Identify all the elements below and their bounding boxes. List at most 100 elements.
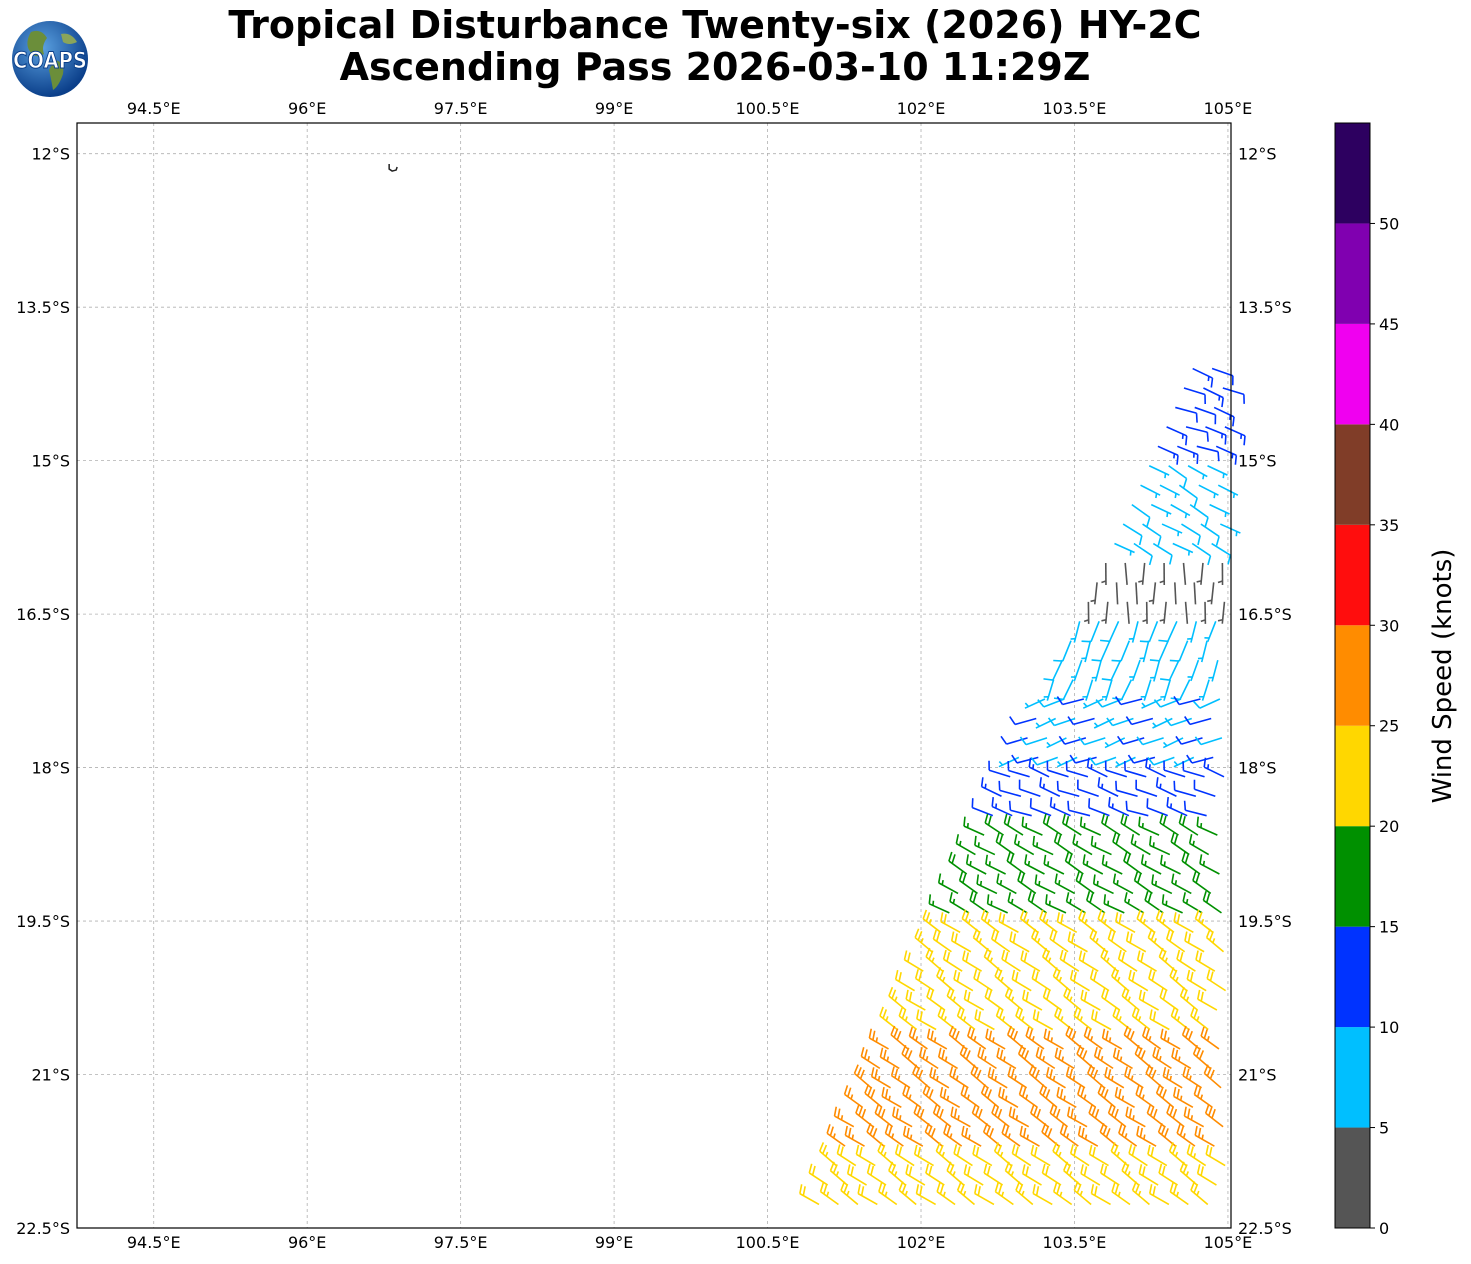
wind-barb — [991, 1103, 1010, 1128]
barb-feather — [1155, 1049, 1160, 1059]
barb-feather — [1170, 832, 1175, 843]
barb-half-feather — [1063, 1095, 1066, 1101]
barb-feather — [858, 1106, 863, 1116]
barb-feather — [1052, 1182, 1058, 1192]
wind-barb — [1138, 816, 1160, 836]
barb-feather — [1087, 1064, 1093, 1074]
barb-shaft — [1194, 406, 1216, 416]
barb-feather — [1104, 815, 1109, 826]
graticule — [77, 123, 1231, 1229]
barb-feather — [1205, 1144, 1210, 1155]
lon-tick-label-bottom: 100.5°E — [736, 1233, 800, 1252]
barb-feather — [1107, 1069, 1112, 1079]
wind-barb — [1186, 1144, 1207, 1167]
barb-feather — [1079, 816, 1083, 827]
barb-feather — [951, 1028, 957, 1038]
barb-feather — [1012, 1108, 1016, 1119]
wind-barb — [1153, 698, 1182, 708]
wind-barb — [1128, 621, 1139, 643]
wind-barb — [1070, 621, 1081, 643]
barb-half-feather — [925, 1055, 929, 1061]
barb-shaft — [1121, 679, 1133, 700]
wind-barb — [1139, 620, 1159, 643]
wind-barb — [1150, 503, 1172, 518]
barb-feather — [914, 928, 920, 938]
wind-barb — [1152, 717, 1173, 729]
barb-feather — [1056, 912, 1061, 922]
barb-feather — [1147, 756, 1155, 766]
barb-feather — [942, 949, 947, 960]
wind-barb — [943, 1124, 963, 1147]
barb-feather — [1208, 931, 1214, 941]
wind-barb — [1148, 969, 1168, 992]
barb-feather — [1034, 1069, 1040, 1079]
wind-barb — [936, 967, 954, 992]
barb-feather — [1205, 928, 1211, 938]
barb-half-feather — [1176, 1191, 1180, 1197]
barb-feather — [1071, 933, 1075, 944]
wind-barb — [915, 1184, 937, 1206]
wind-barb — [1187, 659, 1200, 682]
barb-half-feather — [973, 1036, 977, 1042]
barb-feather — [971, 1103, 977, 1114]
colorbar-swatch — [1335, 223, 1370, 324]
wind-barb — [1169, 1182, 1189, 1206]
barb-feather — [1162, 990, 1167, 1000]
barb-feather — [996, 1047, 1000, 1058]
barb-feather — [936, 1106, 941, 1116]
barb-half-feather — [1073, 1115, 1077, 1121]
barb-feather — [1068, 854, 1073, 864]
wind-barb — [1140, 854, 1162, 875]
wind-barb — [892, 1106, 913, 1128]
barb-half-feather — [968, 1134, 971, 1140]
barb-feather — [997, 1108, 1003, 1119]
barb-feather — [1113, 1144, 1119, 1155]
wind-barb — [819, 1182, 839, 1206]
barb-shaft — [1196, 445, 1219, 453]
barb-half-feather — [1083, 1094, 1087, 1100]
wind-barb — [1122, 523, 1143, 546]
barb-half-feather — [850, 1094, 854, 1100]
barb-half-feather — [1057, 761, 1062, 766]
barb-feather — [843, 1085, 849, 1095]
wind-barb — [980, 1084, 1000, 1108]
wind-barb — [1097, 909, 1117, 933]
barb-half-feather — [1148, 599, 1154, 603]
barb-feather — [883, 1049, 887, 1060]
barb-feather — [1163, 1128, 1169, 1138]
barb-feather — [1121, 986, 1127, 997]
wind-barb — [1056, 912, 1078, 934]
barb-feather — [1150, 1146, 1155, 1157]
lon-tick-label-top: 99°E — [595, 99, 633, 118]
barb-feather — [1053, 832, 1059, 843]
barb-feather — [1107, 1103, 1113, 1114]
barb-feather — [1018, 1085, 1024, 1095]
barb-half-feather — [908, 1094, 912, 1100]
barb-feather — [976, 874, 980, 885]
barb-feather — [1017, 1044, 1024, 1055]
wind-barb — [1037, 698, 1065, 708]
barb-feather — [1158, 947, 1164, 958]
barb-half-feather — [955, 1075, 959, 1081]
barb-half-feather — [1144, 860, 1147, 866]
wind-barb — [1145, 757, 1167, 778]
wind-barb — [1157, 445, 1179, 465]
barb-feather — [829, 1126, 834, 1136]
barb-half-feather — [1101, 580, 1107, 584]
wind-barb — [980, 777, 1002, 797]
barb-feather — [1082, 854, 1086, 864]
barb-feather — [888, 1161, 894, 1171]
wind-barb — [1049, 1103, 1069, 1128]
barb-feather — [861, 1108, 867, 1119]
barb-feather — [977, 1047, 982, 1057]
barb-feather — [1114, 1184, 1119, 1195]
wind-barb — [1006, 851, 1026, 875]
wind-barb — [1125, 1106, 1146, 1128]
wind-barb — [1203, 1064, 1222, 1089]
barb-feather — [1080, 1087, 1085, 1098]
barb-feather — [1176, 455, 1179, 465]
barb-feather — [1165, 1069, 1170, 1079]
barb-half-feather — [942, 976, 946, 982]
barb-feather — [1036, 1108, 1042, 1119]
barb-feather — [908, 1166, 913, 1176]
